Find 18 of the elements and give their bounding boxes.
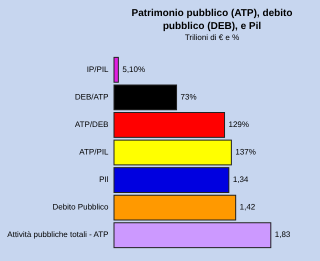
data-label: 1,42	[240, 202, 256, 212]
y-tick-label: PIl	[99, 175, 109, 184]
y-tick-label: ATP/PIL	[79, 148, 110, 156]
bar	[114, 222, 272, 248]
data-label: 1,34	[232, 175, 249, 184]
data-label: 1,83	[274, 230, 291, 240]
data-label: 129%	[228, 120, 249, 129]
data-label: 73%	[180, 92, 197, 102]
y-tick-label: Debito Pubblico	[52, 202, 110, 212]
chart-title: Patrimonio pubblico (ATP), debito pubblico (DEB), e Pil	[132, 8, 292, 32]
data-label: 5,10%	[122, 64, 146, 74]
bar	[114, 56, 119, 83]
data-label: 137%	[235, 148, 256, 156]
y-tick-label: Attività pubbliche totali - ATP	[7, 230, 108, 240]
y-tick-label: ATP/DEB	[74, 120, 108, 129]
y-tick-label: DEB/ATP	[74, 92, 108, 102]
y-tick-label: IP/PIL	[86, 64, 110, 74]
chart-subtitle: Trilioni di € e %	[184, 33, 240, 42]
